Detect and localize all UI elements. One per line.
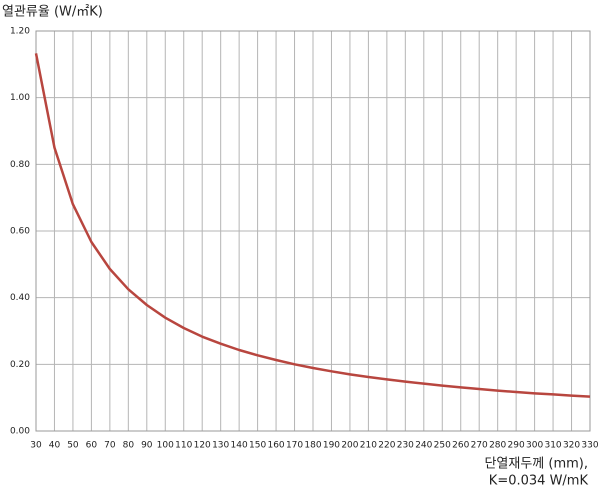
x-tick-label: 310 bbox=[544, 441, 561, 451]
x-tick-label: 130 bbox=[212, 441, 229, 451]
x-tick-label: 90 bbox=[141, 441, 153, 451]
x-tick-label: 150 bbox=[249, 441, 266, 451]
x-tick-label: 320 bbox=[563, 441, 580, 451]
x-tick-label: 210 bbox=[360, 441, 377, 451]
x-tick-label: 300 bbox=[526, 441, 543, 451]
chart-title: 열관류율 (W/㎡K) bbox=[2, 5, 103, 20]
y-tick-label: 1.00 bbox=[10, 93, 30, 103]
y-tick-label: 0.20 bbox=[10, 360, 30, 370]
x-tick-label: 140 bbox=[231, 441, 248, 451]
x-tick-label: 110 bbox=[175, 441, 192, 451]
y-tick-label: 0.60 bbox=[10, 227, 30, 237]
x-tick-label: 230 bbox=[397, 441, 414, 451]
x-tick-label: 270 bbox=[471, 441, 488, 451]
plot-border bbox=[35, 30, 591, 432]
x-tick-label: 50 bbox=[67, 441, 79, 451]
y-tick-label: 0.80 bbox=[10, 160, 30, 170]
x-tick-label: 120 bbox=[194, 441, 211, 451]
x-tick-label: 290 bbox=[508, 441, 525, 451]
x-tick-label: 220 bbox=[378, 441, 395, 451]
x-tick-label: 200 bbox=[341, 441, 358, 451]
y-tick-label: 0.40 bbox=[10, 293, 30, 303]
x-axis-label: K=0.034 W/mK bbox=[489, 474, 589, 489]
x-axis-label: 단열재두께 (mm), bbox=[484, 457, 588, 472]
x-tick-label: 240 bbox=[415, 441, 432, 451]
x-tick-label: 170 bbox=[286, 441, 303, 451]
x-tick-label: 30 bbox=[30, 441, 42, 451]
x-tick-label: 160 bbox=[267, 441, 284, 451]
x-tick-label: 280 bbox=[489, 441, 506, 451]
y-tick-label: 1.20 bbox=[10, 27, 30, 37]
x-tick-label: 40 bbox=[49, 441, 61, 451]
x-tick-label: 100 bbox=[157, 441, 174, 451]
x-tick-label: 180 bbox=[304, 441, 321, 451]
x-tick-label: 80 bbox=[123, 441, 135, 451]
y-tick-label: 0.00 bbox=[10, 427, 30, 437]
x-tick-label: 330 bbox=[581, 441, 598, 451]
data-line bbox=[34, 53, 591, 398]
x-tick-label: 70 bbox=[104, 441, 116, 451]
x-tick-label: 250 bbox=[434, 441, 451, 451]
x-tick-label: 60 bbox=[86, 441, 98, 451]
x-tick-label: 190 bbox=[323, 441, 340, 451]
x-tick-label: 260 bbox=[452, 441, 469, 451]
